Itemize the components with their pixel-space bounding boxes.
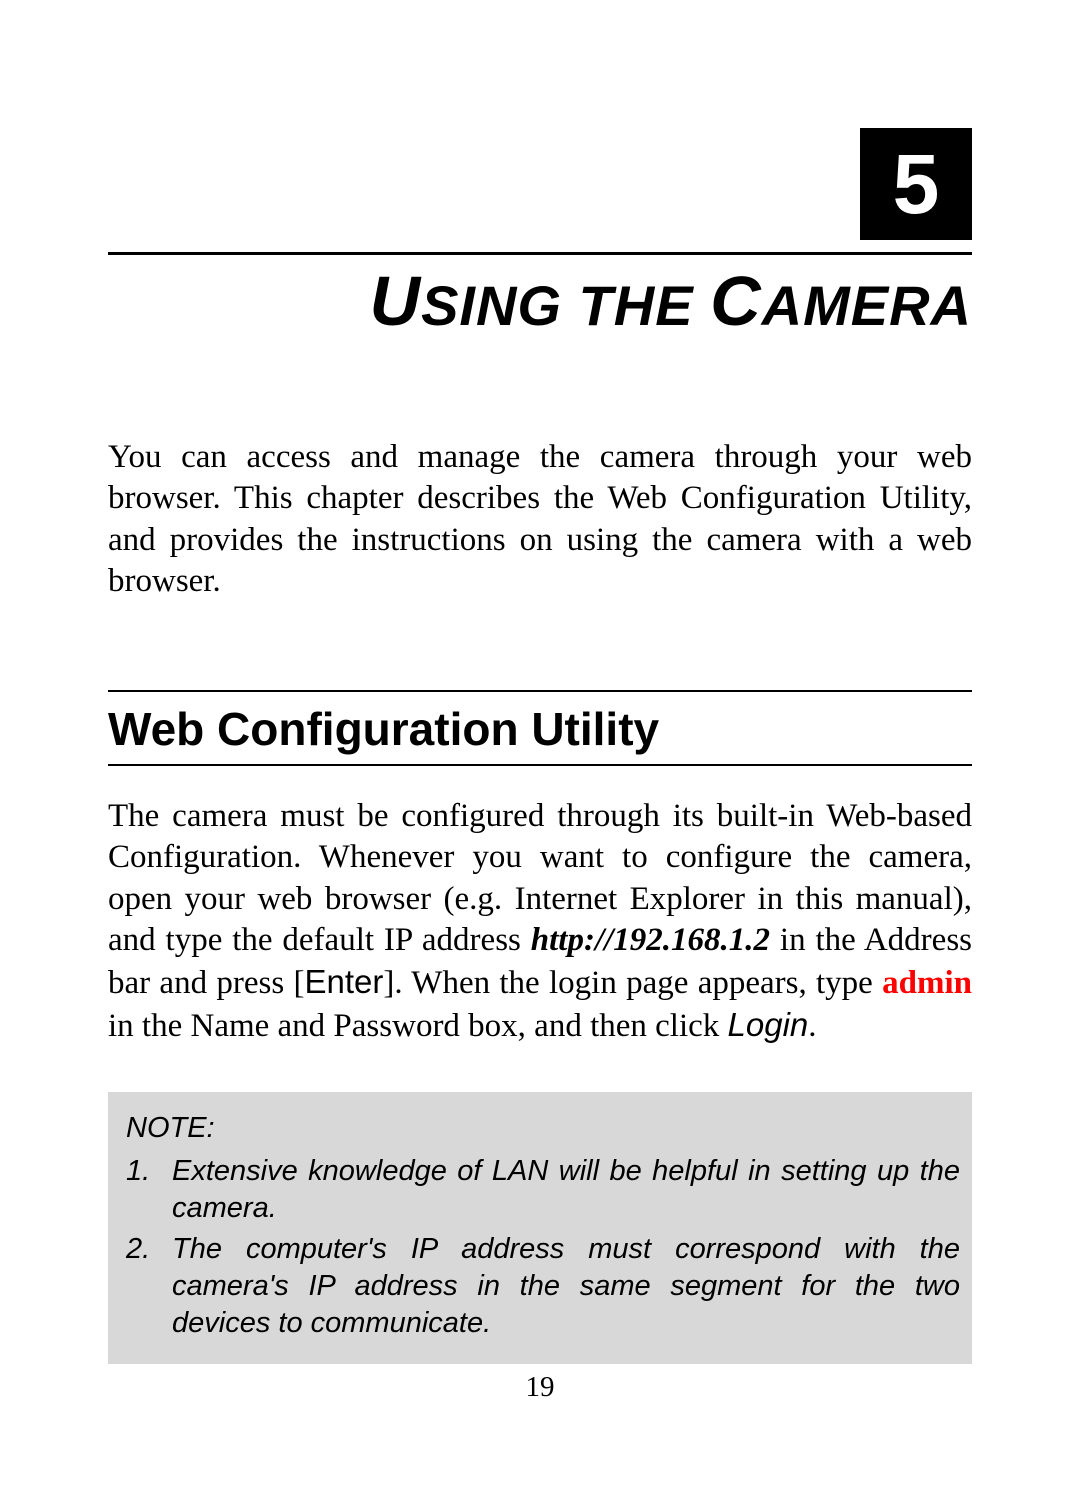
chapter-intro: You can access and manage the camera thr… bbox=[108, 437, 972, 602]
chapter-rule bbox=[108, 252, 972, 255]
note-item-text: The computer's IP address must correspon… bbox=[172, 1231, 960, 1342]
chapter-title: USING THE CAMERA bbox=[108, 261, 972, 341]
note-list: 1. Extensive knowledge of LAN will be he… bbox=[126, 1153, 960, 1343]
note-item-text: Extensive knowledge of LAN will be helpf… bbox=[172, 1153, 960, 1227]
section-heading: Web Configuration Utility bbox=[108, 702, 972, 756]
section-body: The camera must be configured through it… bbox=[108, 796, 972, 1048]
manual-page: 5 USING THE CAMERA You can access and ma… bbox=[0, 0, 1080, 1486]
note-box: NOTE: 1. Extensive knowledge of LAN will… bbox=[108, 1092, 972, 1365]
note-label: NOTE: bbox=[126, 1110, 960, 1147]
note-item: 2. The computer's IP address must corres… bbox=[126, 1231, 960, 1342]
note-item-number: 2. bbox=[126, 1231, 172, 1342]
page-number: 19 bbox=[0, 1371, 1080, 1404]
section-rule-top bbox=[108, 690, 972, 692]
note-item: 1. Extensive knowledge of LAN will be he… bbox=[126, 1153, 960, 1227]
chapter-number-box: 5 bbox=[860, 128, 972, 240]
section-heading-block: Web Configuration Utility bbox=[108, 690, 972, 766]
section-rule-bottom bbox=[108, 764, 972, 766]
note-item-number: 1. bbox=[126, 1153, 172, 1227]
chapter-number: 5 bbox=[893, 136, 940, 233]
